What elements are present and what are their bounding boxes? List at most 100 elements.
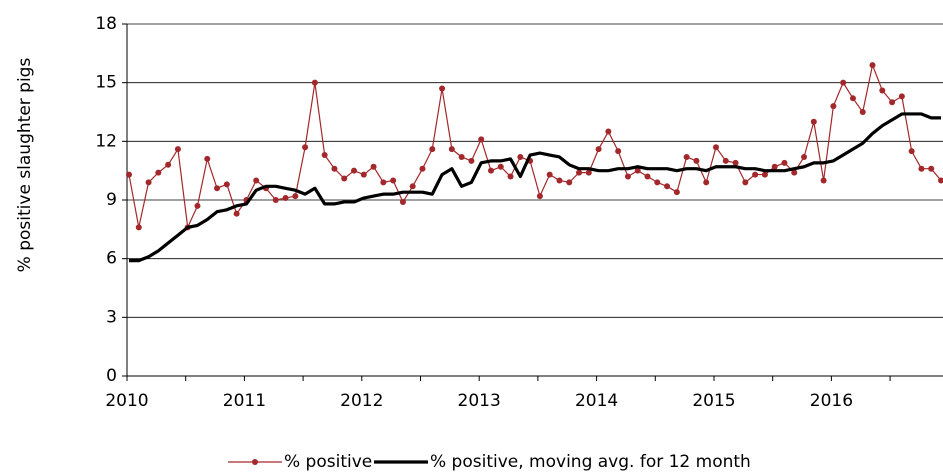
data-point	[331, 165, 338, 172]
data-point	[771, 163, 778, 170]
data-point	[155, 169, 162, 176]
data-point	[576, 169, 583, 176]
y-tick-label: 9	[106, 190, 117, 210]
data-point	[370, 163, 377, 170]
data-point	[693, 157, 700, 164]
data-point	[478, 136, 485, 143]
series-line	[129, 112, 941, 263]
data-point	[321, 152, 328, 159]
data-point	[801, 153, 808, 160]
data-point	[135, 224, 142, 231]
data-point	[820, 177, 827, 184]
data-point	[615, 148, 622, 155]
data-point	[487, 167, 494, 174]
data-point	[869, 62, 876, 69]
x-tick-label: 2015	[692, 391, 735, 411]
series-line	[128, 64, 942, 228]
data-point	[341, 175, 348, 182]
y-tick-label: 12	[95, 131, 117, 151]
data-point	[605, 128, 612, 135]
data-point	[429, 146, 436, 153]
data-point	[673, 189, 680, 196]
y-tick-label: 15	[95, 73, 117, 93]
data-point	[546, 171, 553, 178]
x-tick-label: 2013	[458, 391, 501, 411]
data-point	[889, 99, 896, 106]
data-point	[761, 171, 768, 178]
data-point	[938, 177, 943, 184]
data-point	[536, 193, 543, 200]
data-point	[214, 185, 221, 192]
data-point	[419, 165, 426, 172]
data-point	[703, 179, 710, 186]
data-point	[634, 167, 641, 174]
data-point	[292, 193, 299, 200]
data-point	[859, 109, 866, 115]
data-point	[360, 171, 367, 178]
data-point	[390, 177, 397, 184]
data-point	[174, 146, 181, 153]
data-point	[439, 85, 446, 92]
data-point	[752, 171, 759, 178]
data-point	[683, 153, 690, 160]
data-point	[928, 165, 935, 172]
data-point	[302, 144, 309, 151]
data-point	[732, 159, 739, 166]
data-point	[165, 161, 172, 168]
data-point	[908, 148, 915, 155]
data-point	[497, 163, 504, 170]
data-point	[223, 181, 230, 188]
data-point	[566, 179, 573, 186]
y-tick-label: 3	[106, 307, 117, 327]
x-tick-label: 2012	[340, 391, 383, 411]
legend-label: % positive	[284, 452, 372, 472]
data-point	[791, 169, 798, 176]
legend-label: % positive, moving avg. for 12 month	[430, 452, 751, 472]
data-point	[351, 167, 358, 174]
y-axis-label: % positive slaughter pigs	[15, 58, 35, 273]
data-point	[781, 159, 788, 166]
data-point	[722, 157, 729, 164]
x-tick-label: 2016	[810, 391, 853, 411]
data-point	[253, 177, 260, 184]
data-point	[879, 87, 886, 94]
data-point	[126, 171, 132, 178]
data-point	[311, 79, 318, 86]
data-point	[380, 179, 387, 186]
data-point	[272, 197, 279, 203]
data-point	[830, 103, 837, 110]
data-point	[742, 179, 749, 186]
y-tick-label: 18	[95, 14, 117, 34]
data-point	[624, 173, 631, 180]
data-point	[898, 93, 905, 100]
data-point	[840, 79, 847, 86]
data-point	[585, 169, 592, 176]
x-tick-label: 2014	[575, 391, 618, 411]
data-point	[282, 195, 289, 202]
legend-marker	[252, 459, 258, 465]
data-point	[399, 198, 406, 205]
x-tick-label: 2010	[105, 391, 148, 411]
data-point	[556, 177, 563, 184]
data-point	[409, 183, 416, 190]
data-point	[849, 95, 856, 102]
data-point	[654, 179, 661, 186]
y-tick-label: 0	[106, 366, 117, 386]
data-point	[712, 144, 719, 151]
data-point	[664, 183, 671, 190]
data-point	[918, 165, 925, 172]
data-point	[194, 202, 201, 209]
data-point	[517, 153, 524, 160]
data-point	[644, 173, 651, 180]
data-point	[204, 155, 211, 162]
data-point	[233, 210, 240, 217]
data-point	[595, 146, 602, 153]
data-point	[145, 179, 152, 186]
data-point	[468, 157, 475, 164]
data-point	[458, 153, 465, 160]
data-point	[507, 173, 514, 180]
y-tick-label: 6	[106, 249, 117, 269]
data-point	[448, 146, 455, 153]
x-tick-label: 2011	[223, 391, 266, 411]
